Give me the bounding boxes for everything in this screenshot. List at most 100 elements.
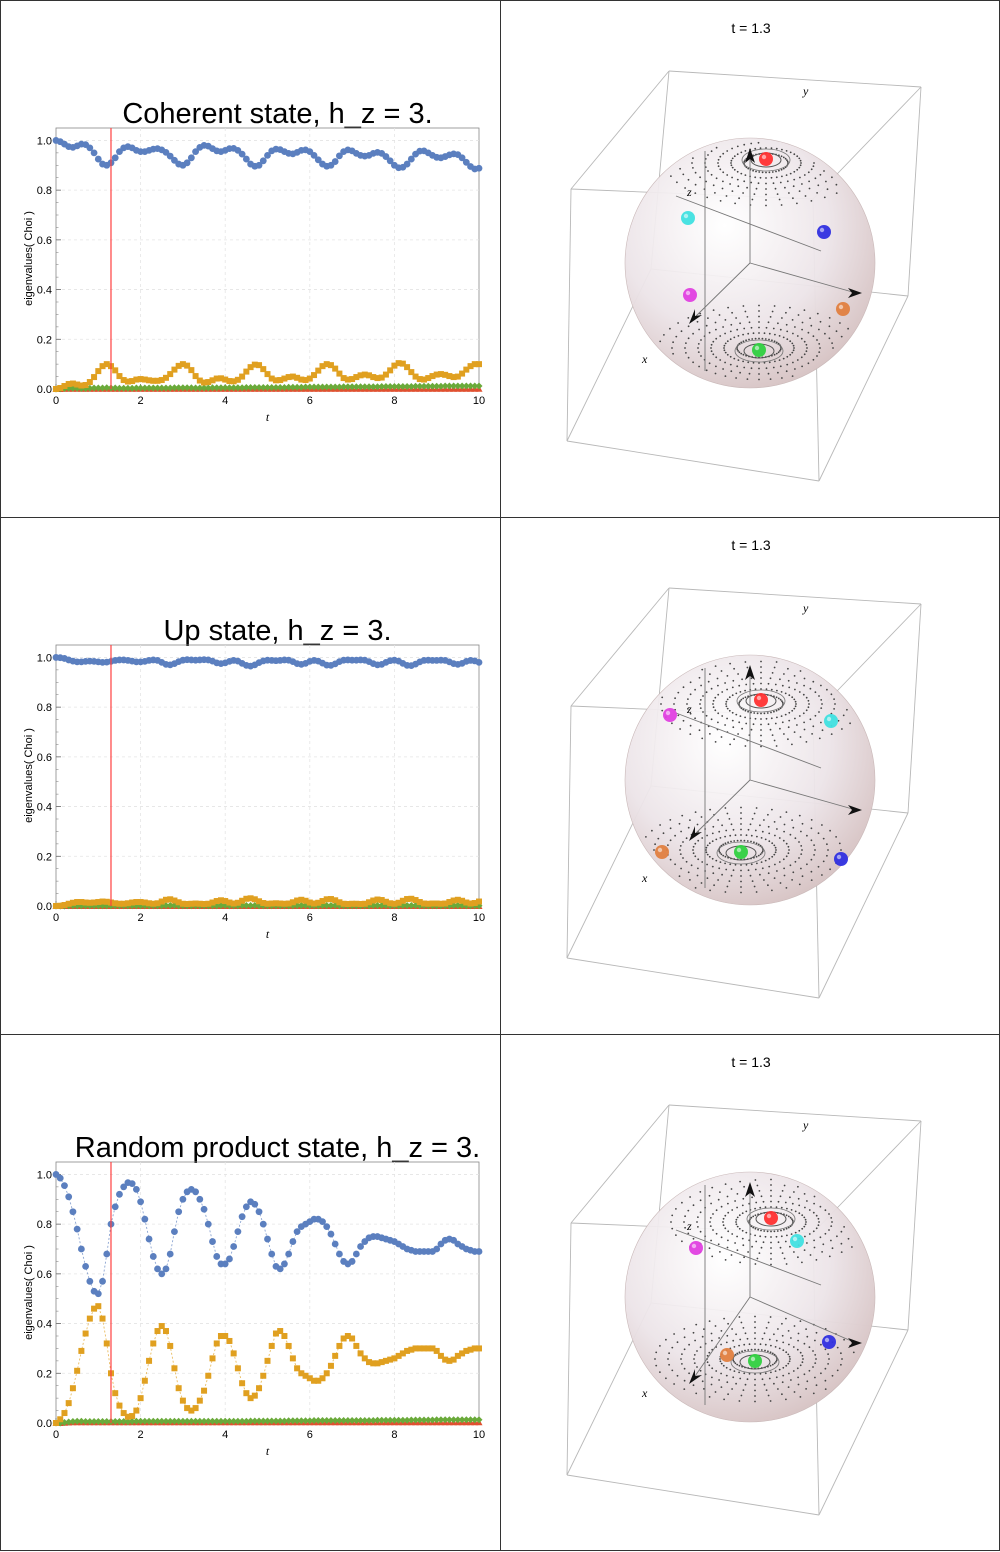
flow-dot xyxy=(727,708,729,710)
flow-dot xyxy=(722,855,724,857)
flow-dot xyxy=(768,833,770,835)
flow-dot xyxy=(799,190,801,192)
data-point xyxy=(74,1368,80,1374)
flow-dot xyxy=(752,818,754,820)
flow-dot xyxy=(762,338,764,340)
flow-dot xyxy=(707,1361,709,1363)
spin-point xyxy=(817,225,831,239)
flow-dot xyxy=(770,1400,772,1402)
data-point xyxy=(193,1405,199,1411)
data-point xyxy=(476,165,483,172)
flow-dot xyxy=(711,1340,713,1342)
flow-dot xyxy=(779,1348,781,1350)
flow-dot xyxy=(758,855,760,857)
flow-dot xyxy=(743,305,745,307)
spin-point-fill xyxy=(834,852,848,866)
flow-dot xyxy=(684,1215,686,1217)
data-point xyxy=(353,1251,360,1258)
data-point xyxy=(290,1355,296,1361)
flow-dot xyxy=(771,689,773,691)
flow-dot xyxy=(717,678,719,680)
flow-dot xyxy=(707,877,709,879)
gridlines xyxy=(56,128,479,389)
spin-point-highlight xyxy=(762,155,766,159)
flow-dot xyxy=(740,807,742,809)
flow-dot xyxy=(841,1358,843,1360)
flow-dot xyxy=(668,1352,670,1354)
flow-dot xyxy=(733,668,735,670)
flow-dot xyxy=(693,1358,695,1360)
flow-dot xyxy=(801,338,803,340)
flow-dot xyxy=(721,715,723,717)
data-point xyxy=(91,374,97,380)
flow-dot xyxy=(817,313,819,315)
flow-dot xyxy=(837,1347,839,1349)
flow-dot xyxy=(711,1333,713,1335)
flow-dot xyxy=(793,185,795,187)
flow-dot xyxy=(773,711,775,713)
flow-dot xyxy=(767,814,769,816)
flow-dot xyxy=(735,377,737,379)
data-point xyxy=(269,1343,275,1349)
flow-dot xyxy=(747,840,749,842)
flow-dot xyxy=(737,171,739,173)
flow-dot xyxy=(745,661,747,663)
spin-point-fill xyxy=(683,288,697,302)
flow-dot xyxy=(743,328,745,330)
data-point xyxy=(268,1251,275,1258)
flow-dot xyxy=(774,864,776,866)
data-point xyxy=(476,659,483,666)
flow-dot xyxy=(699,1191,701,1193)
flow-dot xyxy=(711,1377,713,1379)
flow-dot xyxy=(829,1256,831,1258)
flow-dot xyxy=(723,1365,725,1367)
data-point xyxy=(146,1236,153,1243)
flow-dot xyxy=(780,816,782,818)
flow-dot xyxy=(735,1221,737,1223)
flow-dot xyxy=(779,678,781,680)
flow-dot xyxy=(788,846,790,848)
flow-dot xyxy=(816,1259,818,1261)
box-edge xyxy=(567,958,819,998)
flow-dot xyxy=(732,190,734,192)
flow-dot xyxy=(743,1344,745,1346)
flow-dot xyxy=(776,870,778,872)
flow-dot xyxy=(682,174,684,176)
flow-dot xyxy=(718,1199,720,1201)
flow-dot xyxy=(782,702,784,704)
flow-dot xyxy=(797,1340,799,1342)
flow-dot xyxy=(770,1316,772,1318)
flow-dot xyxy=(765,860,767,862)
flow-dot xyxy=(796,155,798,157)
flow-dot xyxy=(793,153,795,155)
chart-title: Up state, h_z = 3. xyxy=(163,615,391,647)
flow-dot xyxy=(737,185,739,187)
data-point xyxy=(324,1370,330,1376)
y-tick-label: 0.6 xyxy=(37,752,52,764)
flow-dot xyxy=(709,842,711,844)
data-point xyxy=(210,1355,216,1361)
flow-dot xyxy=(687,1210,689,1212)
flow-dot xyxy=(709,362,711,364)
flow-dot xyxy=(672,353,674,355)
flow-dot xyxy=(841,1251,843,1253)
flow-dot xyxy=(770,1264,772,1266)
flow-dot xyxy=(797,1256,799,1258)
flow-dot xyxy=(714,697,716,699)
flow-dot xyxy=(811,879,813,881)
flow-dot xyxy=(673,1333,675,1335)
flow-dot xyxy=(770,1345,772,1347)
flow-dot xyxy=(731,1328,733,1330)
flow-dot xyxy=(677,715,679,717)
flow-dot xyxy=(816,339,818,341)
flow-dot xyxy=(766,1389,768,1391)
z-axis-label: z xyxy=(686,1219,692,1233)
flow-dot xyxy=(731,875,733,877)
flow-dot xyxy=(790,864,792,866)
flow-dot xyxy=(757,713,759,715)
flow-dot xyxy=(739,1262,741,1264)
flow-dot xyxy=(774,877,776,879)
flow-dot xyxy=(702,1380,704,1382)
flow-dot xyxy=(798,167,800,169)
time-label: t = 1.3 xyxy=(731,1054,771,1070)
